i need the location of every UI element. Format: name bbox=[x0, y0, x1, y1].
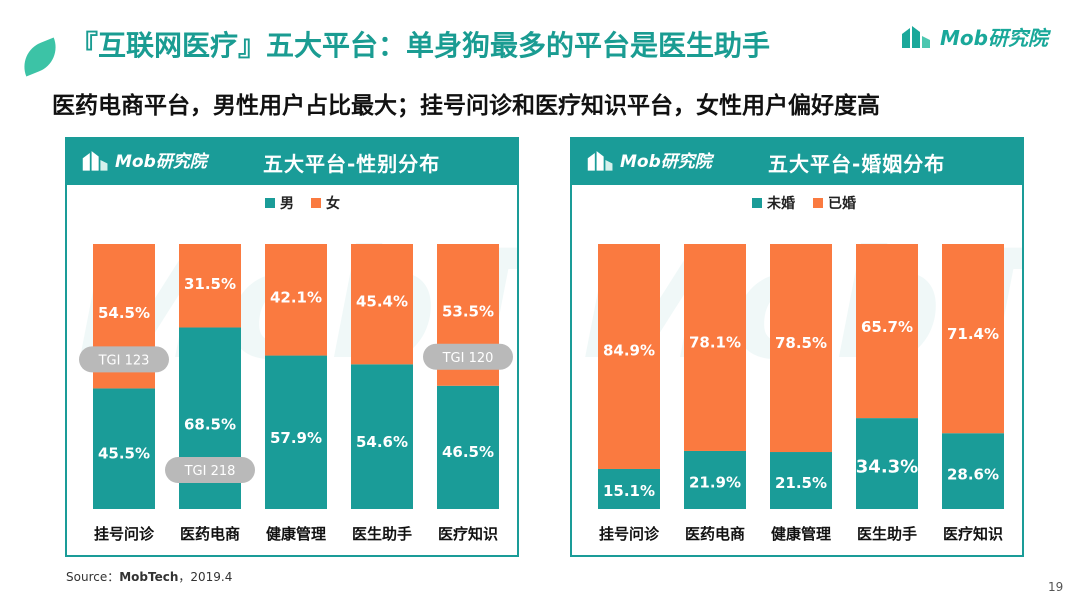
data-label: 31.5% bbox=[184, 275, 236, 293]
tgi-annotation: TGI 120 bbox=[423, 343, 513, 370]
source-note: Source：MobTech，2019.4 bbox=[66, 568, 232, 585]
data-label: 54.5% bbox=[98, 304, 150, 322]
bar-segment-married bbox=[684, 244, 746, 451]
bar-segment-unmarried bbox=[684, 450, 746, 509]
bar-segment-married bbox=[598, 244, 660, 469]
category-tick-label: 挂号问诊 bbox=[94, 525, 155, 543]
bar-segment-male bbox=[265, 355, 327, 509]
data-label: 78.1% bbox=[689, 333, 741, 351]
brand-logo-text: Mob研究院 bbox=[940, 25, 1048, 50]
tgi-pill bbox=[423, 343, 513, 370]
bar-segment-female bbox=[351, 244, 413, 365]
legend-swatch bbox=[265, 198, 275, 208]
tgi-label: TGI 123 bbox=[98, 353, 150, 368]
category-tick-label: 医疗知识 bbox=[943, 525, 1003, 543]
tgi-pill bbox=[79, 346, 169, 373]
brand-logo: Mob研究院 bbox=[900, 20, 1048, 52]
data-label: 65.7% bbox=[861, 318, 913, 336]
page-subtitle: 医药电商平台，男性用户占比最大；挂号问诊和医疗知识平台，女性用户偏好度高 bbox=[52, 93, 880, 119]
bar-segment-married bbox=[942, 244, 1004, 434]
category-tick-label: 医生助手 bbox=[352, 525, 412, 543]
marital-chart-panel: MobTech Mob研究院 五大平台-婚姻分布 未婚已婚15.1%84.9%挂… bbox=[570, 137, 1024, 557]
tgi-label: TGI 120 bbox=[442, 351, 494, 366]
data-label: 46.5% bbox=[442, 443, 494, 461]
data-label: 54.6% bbox=[356, 433, 408, 451]
bar-segment-male bbox=[351, 364, 413, 509]
source-label: Source： bbox=[66, 570, 120, 584]
building-icon bbox=[587, 150, 613, 171]
legend-label: 女 bbox=[326, 195, 340, 212]
panel-logo-text: Mob研究院 bbox=[620, 152, 712, 172]
page-number: 19 bbox=[1048, 580, 1064, 594]
category-tick-label: 挂号问诊 bbox=[599, 525, 660, 543]
building-icon bbox=[82, 150, 108, 171]
source-date: ，2019.4 bbox=[178, 570, 233, 584]
data-label: 15.1% bbox=[603, 482, 655, 500]
data-label: 45.4% bbox=[356, 293, 408, 311]
gender-chart-header: Mob研究院 五大平台-性别分布 bbox=[67, 139, 517, 185]
bar-segment-male bbox=[437, 385, 499, 509]
category-tick-label: 医疗知识 bbox=[438, 525, 498, 543]
legend-label: 男 bbox=[280, 196, 294, 212]
tgi-annotation: TGI 123 bbox=[79, 346, 169, 373]
category-tick-label: 健康管理 bbox=[266, 525, 326, 543]
category-tick-label: 医药电商 bbox=[685, 525, 745, 543]
marital-stacked-bar-chart: 未婚 已婚 15.1% 84.9% 挂号问诊 21.9% 78.1% 医药电商 21.5% 78.… bbox=[598, 195, 1004, 543]
data-label: 45.5% bbox=[98, 444, 150, 462]
bar-segment-unmarried bbox=[856, 418, 918, 509]
data-label: 53.5% bbox=[442, 303, 494, 321]
legend-label: 未婚 bbox=[767, 195, 795, 212]
legend: 未婚 已婚 bbox=[752, 195, 856, 212]
tgi-pill bbox=[165, 457, 255, 483]
bar-segment-married bbox=[856, 244, 918, 419]
bar-segment-female bbox=[179, 244, 241, 328]
data-label: 28.6% bbox=[947, 465, 999, 483]
data-label: 34.3% bbox=[856, 456, 918, 477]
legend-swatch bbox=[813, 198, 823, 208]
bar-segment-unmarried bbox=[942, 433, 1004, 509]
data-label: 57.9% bbox=[270, 429, 322, 447]
category-tick-label: 医生助手 bbox=[857, 525, 917, 543]
legend-swatch bbox=[752, 198, 762, 208]
decorative-leaf-shape bbox=[16, 37, 64, 77]
marital-chart-header: Mob研究院 五大平台-婚姻分布 bbox=[572, 139, 1022, 185]
panel-logo: Mob研究院 bbox=[81, 147, 207, 172]
source-name: MobTech bbox=[119, 570, 179, 584]
data-label: 71.4% bbox=[947, 325, 999, 343]
gender-stacked-bar-chart: 男女45.5%54.5%挂号问诊68.5%31.5%医药电商57.9%42.1%… bbox=[79, 195, 513, 543]
bar-segment-male bbox=[93, 388, 155, 509]
bar-segment-female bbox=[265, 244, 327, 356]
data-label: 21.9% bbox=[689, 474, 741, 492]
bar-segment-married bbox=[770, 244, 832, 453]
chart-title: 五大平台-性别分布 bbox=[263, 152, 441, 176]
data-label: 42.1% bbox=[270, 288, 322, 306]
building-icon bbox=[902, 26, 930, 48]
legend-swatch bbox=[311, 198, 321, 208]
data-label: 84.9% bbox=[603, 342, 655, 360]
bar-segment-unmarried bbox=[598, 468, 660, 509]
tgi-label: TGI 218 bbox=[184, 464, 236, 479]
category-tick-label: 医药电商 bbox=[180, 525, 240, 543]
chart-title: 五大平台-婚姻分布 bbox=[768, 152, 946, 176]
panel-logo: Mob研究院 bbox=[586, 147, 712, 172]
bar-segment-unmarried bbox=[770, 452, 832, 509]
legend-label: 已婚 bbox=[828, 195, 856, 212]
page-title: 『互联网医疗』五大平台：单身狗最多的平台是医生助手 bbox=[70, 29, 771, 62]
data-label: 78.5% bbox=[775, 334, 827, 352]
tgi-annotation: TGI 218 bbox=[165, 457, 255, 483]
gender-chart-panel: MobTech Mob研究院 五大平台-性别分布 男女45.5%54.5%挂号问… bbox=[65, 137, 519, 557]
data-label: 68.5% bbox=[184, 416, 236, 434]
data-label: 21.5% bbox=[775, 474, 827, 492]
panel-logo-text: Mob研究院 bbox=[115, 152, 207, 172]
category-tick-label: 健康管理 bbox=[771, 525, 831, 543]
legend: 男女 bbox=[265, 195, 340, 212]
